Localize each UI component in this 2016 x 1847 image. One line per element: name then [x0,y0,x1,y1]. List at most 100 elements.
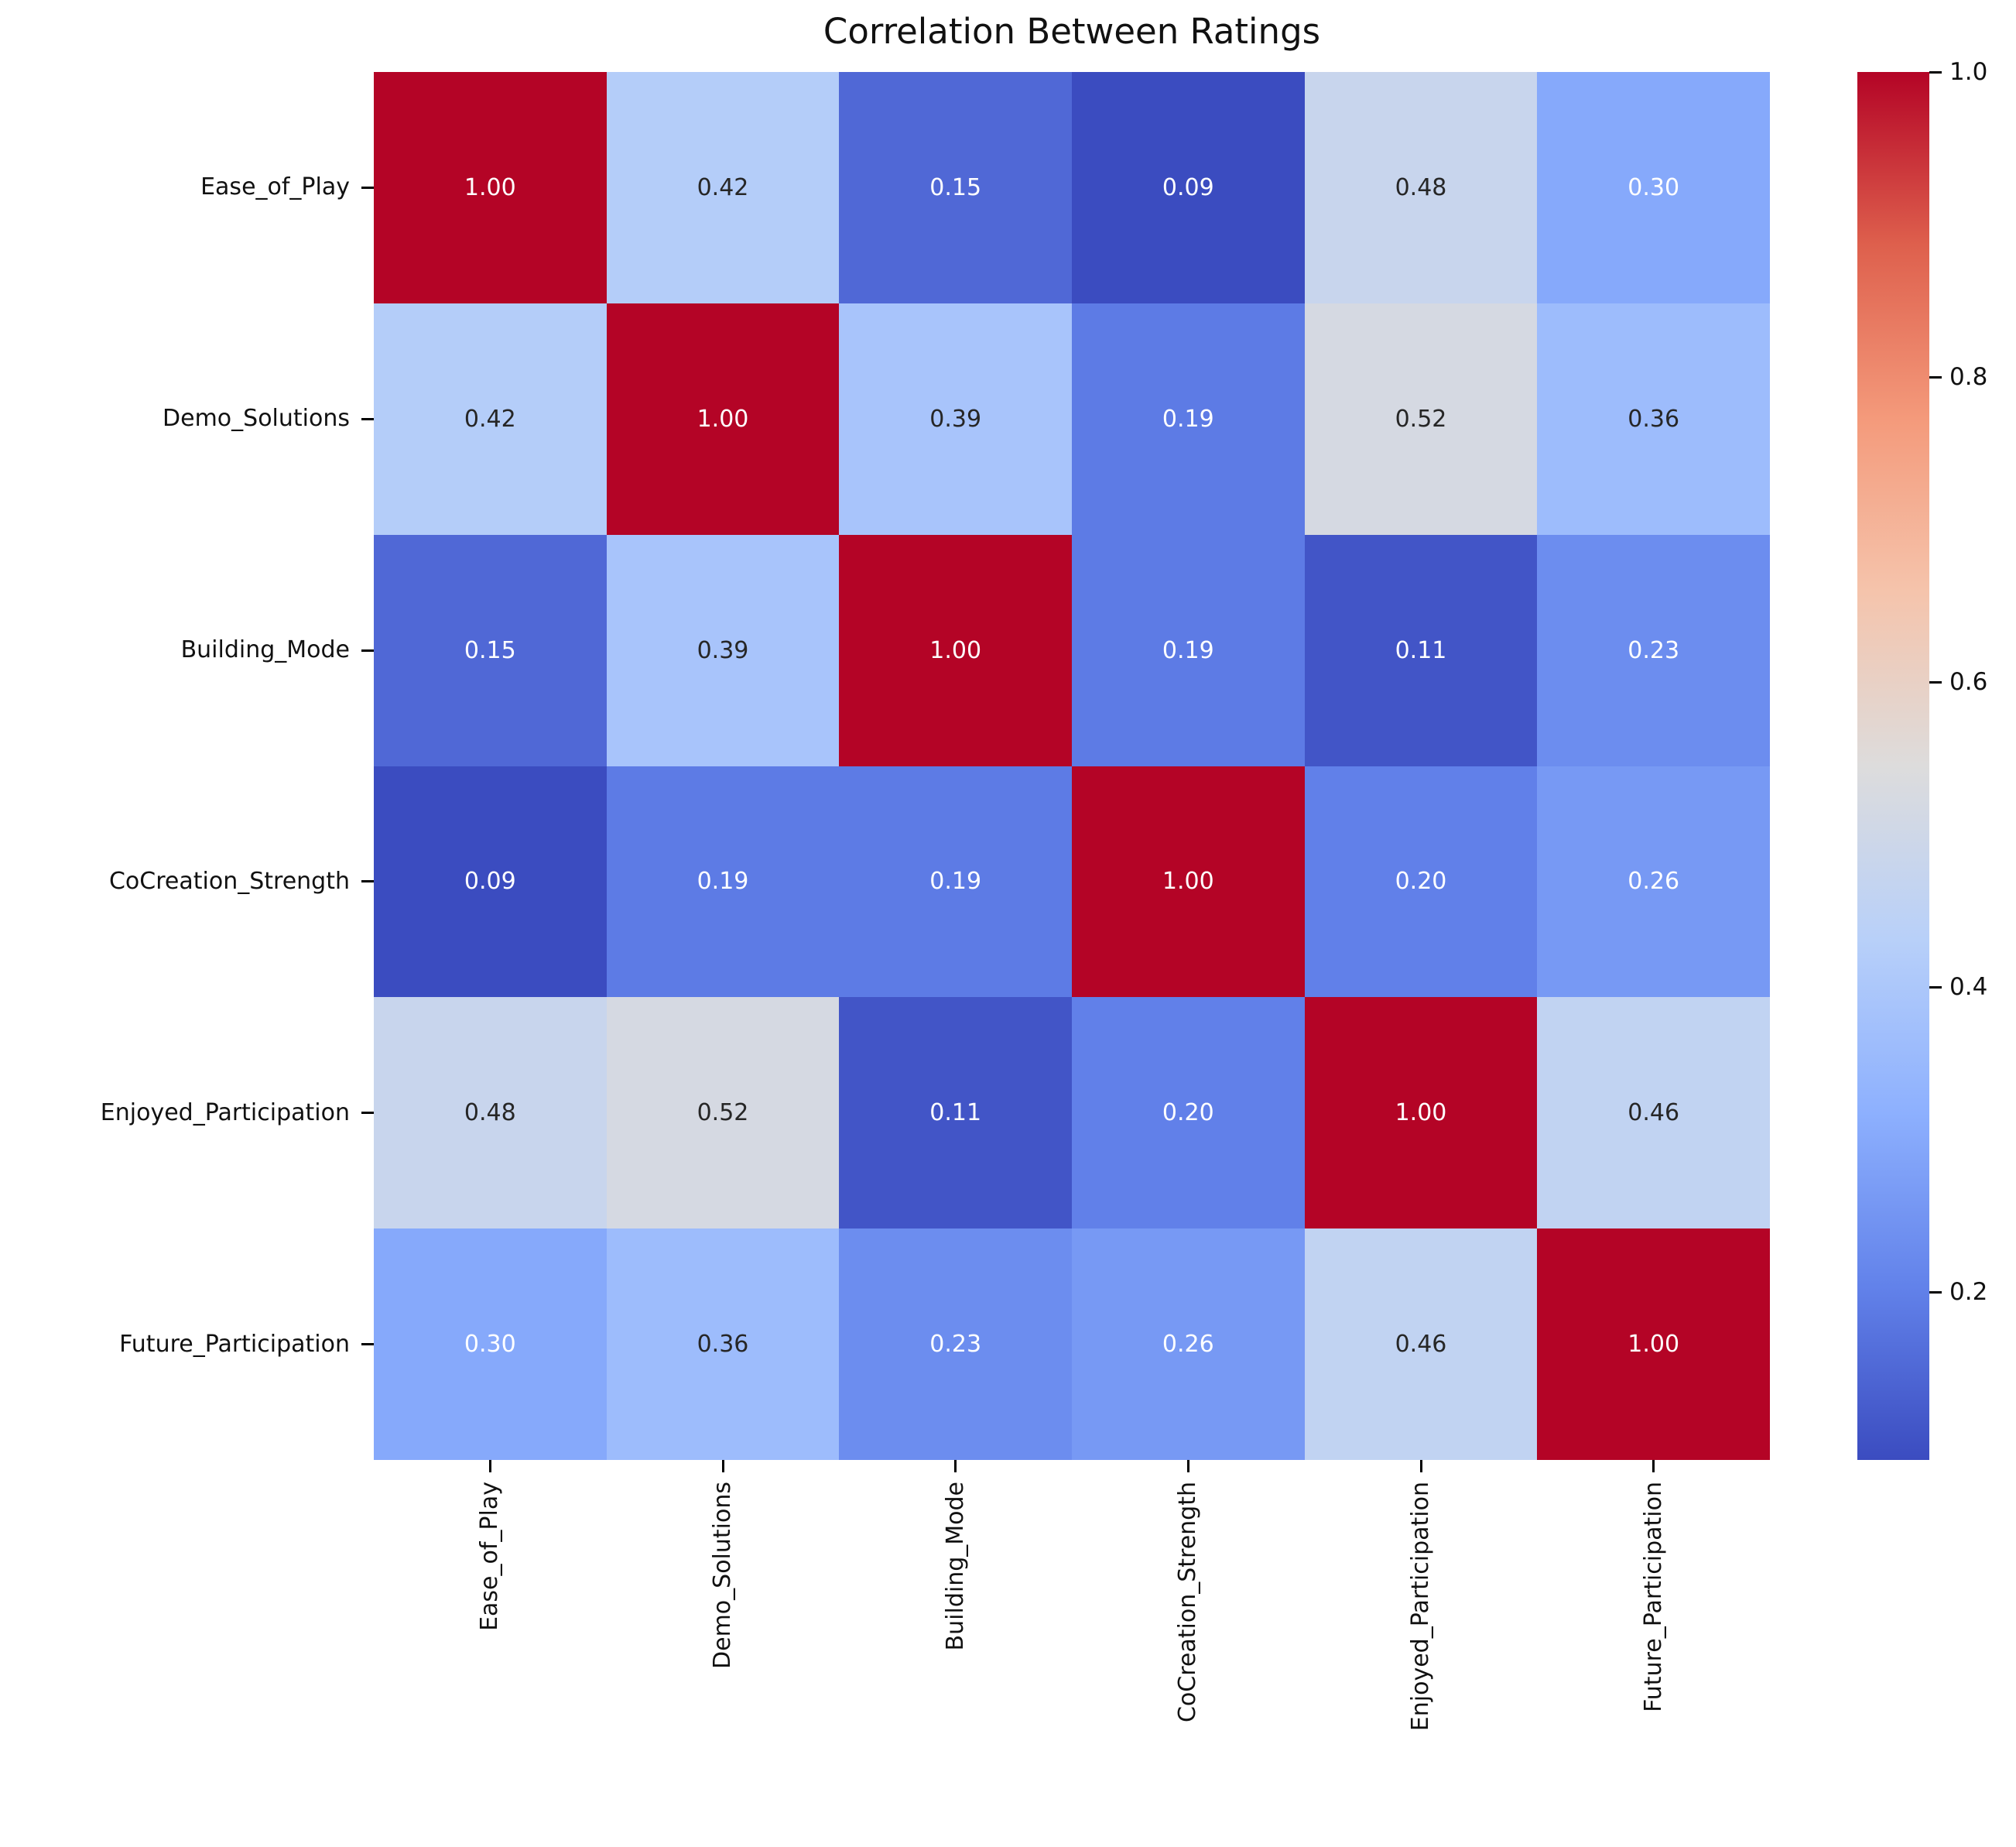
x-tick-mark [722,1460,724,1472]
heatmap-cell-r1c1: 1.00 [606,303,840,535]
x-tick-mark [1187,1460,1189,1472]
colorbar-tick-mark [1929,681,1942,684]
x-tick-label: Enjoyed_Participation [1407,1482,1658,1731]
y-tick-mark [361,1343,374,1345]
x-tick-label: Ease_of_Play [476,1482,628,1631]
heatmap-cell-r3c1: 0.19 [606,766,840,998]
heatmap-cell-r4c5: 0.46 [1537,997,1770,1229]
cell-value: 0.42 [464,405,516,433]
y-tick-label: Future_Participation [119,1331,350,1358]
y-tick-label: CoCreation_Strength [108,868,350,895]
heatmap-cell-r0c3: 0.09 [1071,72,1305,303]
x-tick-label: CoCreation_Strength [1174,1482,1417,1722]
x-tick-label-text: Enjoyed_Participation [1407,1482,1434,1732]
heatmap-cell-r4c0: 0.48 [374,997,607,1229]
colorbar-tick-label: 1.0 [1949,58,1988,86]
heatmap-cell-r0c5: 0.30 [1537,72,1770,303]
colorbar-tick-label: 0.4 [1949,973,1988,1001]
x-tick-mark [489,1460,491,1472]
x-tick-label-text: Demo_Solutions [709,1482,736,1669]
x-tick-label: Building_Mode [942,1482,1113,1650]
cell-value: 0.36 [697,1331,749,1359]
heatmap-cell-r5c0: 0.30 [374,1228,607,1460]
cell-value: 0.11 [929,1099,982,1127]
cell-value: 0.19 [1162,636,1214,664]
y-tick-mark [361,187,374,189]
x-tick-mark [1652,1460,1655,1472]
cell-value: 0.15 [929,173,982,201]
heatmap-cell-r2c5: 0.23 [1537,534,1770,766]
heatmap-cell-r1c0: 0.42 [374,303,607,535]
cell-value: 1.00 [1628,1331,1680,1359]
cell-value: 0.23 [929,1331,982,1359]
cell-value: 0.52 [697,1099,749,1127]
heatmap-cell-r5c5: 1.00 [1537,1228,1770,1460]
cell-value: 1.00 [697,405,749,433]
heatmap-cell-r4c2: 0.11 [839,997,1072,1229]
cell-value: 0.30 [1628,173,1680,201]
heatmap-cell-r1c3: 0.19 [1071,303,1305,535]
heatmap-cell-r5c2: 0.23 [839,1228,1072,1460]
y-tick-mark [361,649,374,652]
cell-value: 0.19 [697,868,749,896]
x-tick-label-text: Ease_of_Play [476,1482,503,1631]
cell-value: 0.26 [1628,868,1680,896]
x-tick-mark [1420,1460,1422,1472]
x-tick-label-text: CoCreation_Strength [1174,1482,1201,1723]
cell-value: 1.00 [1162,868,1214,896]
heatmap-cell-r1c2: 0.39 [839,303,1072,535]
heatmap-cell-r3c4: 0.20 [1304,766,1538,998]
cell-value: 0.11 [1395,636,1447,664]
y-tick-label: Building_Mode [180,636,350,663]
heatmap-cell-r1c4: 0.52 [1304,303,1538,535]
x-tick-mark [954,1460,957,1472]
colorbar-tick-mark [1929,71,1942,74]
heatmap-cell-r5c3: 0.26 [1071,1228,1305,1460]
cell-value: 0.36 [1628,405,1680,433]
heatmap-cell-r4c1: 0.52 [606,997,840,1229]
heatmap-cell-r0c4: 0.48 [1304,72,1538,303]
cell-value: 0.09 [1162,173,1214,201]
cell-value: 0.26 [1162,1331,1214,1359]
y-tick-mark [361,1112,374,1114]
heatmap-cell-r2c1: 0.39 [606,534,840,766]
heatmap-grid: 1.00 0.42 0.15 0.09 0.48 0.30 0.42 1.00 0.39 0.19… [374,72,1770,1460]
heatmap-cell-r3c5: 0.26 [1537,766,1770,998]
cell-value: 1.00 [929,636,982,664]
colorbar-tick-label: 0.2 [1949,1278,1988,1306]
cell-value: 0.46 [1395,1331,1447,1359]
x-tick-label: Demo_Solutions [709,1482,898,1669]
y-tick-mark [361,418,374,420]
cell-value: 0.39 [697,636,749,664]
cell-value: 0.19 [929,868,982,896]
y-tick-mark [361,880,374,882]
heatmap-cell-r0c0: 1.00 [374,72,607,303]
heatmap-cell-r0c2: 0.15 [839,72,1072,303]
colorbar-tick-mark [1929,376,1942,379]
heatmap-cell-r4c3: 0.20 [1071,997,1305,1229]
x-tick-label-text: Building_Mode [942,1482,969,1651]
cell-value: 0.46 [1628,1099,1680,1127]
chart-title: Correlation Between Ratings [823,11,1321,52]
cell-value: 0.20 [1162,1099,1214,1127]
y-tick-label: Demo_Solutions [163,405,350,432]
colorbar-tick-mark [1929,986,1942,989]
heatmap-cell-r3c0: 0.09 [374,766,607,998]
heatmap-cell-r2c4: 0.11 [1304,534,1538,766]
colorbar-tick-label: 0.6 [1949,668,1988,696]
colorbar-tick-mark [1929,1291,1942,1294]
x-tick-label-text: Future_Participation [1640,1482,1667,1712]
cell-value: 1.00 [464,173,516,201]
y-tick-label: Ease_of_Play [200,173,350,200]
heatmap-cell-r2c2: 1.00 [839,534,1072,766]
heatmap-cell-r2c3: 0.19 [1071,534,1305,766]
cell-value: 0.42 [697,173,749,201]
heatmap-cell-r5c1: 0.36 [606,1228,840,1460]
cell-value: 0.23 [1628,636,1680,664]
heatmap-cell-r1c5: 0.36 [1537,303,1770,535]
heatmap-cell-r2c0: 0.15 [374,534,607,766]
y-tick-label: Enjoyed_Participation [100,1099,350,1126]
cell-value: 0.09 [464,868,516,896]
cell-value: 0.19 [1162,405,1214,433]
